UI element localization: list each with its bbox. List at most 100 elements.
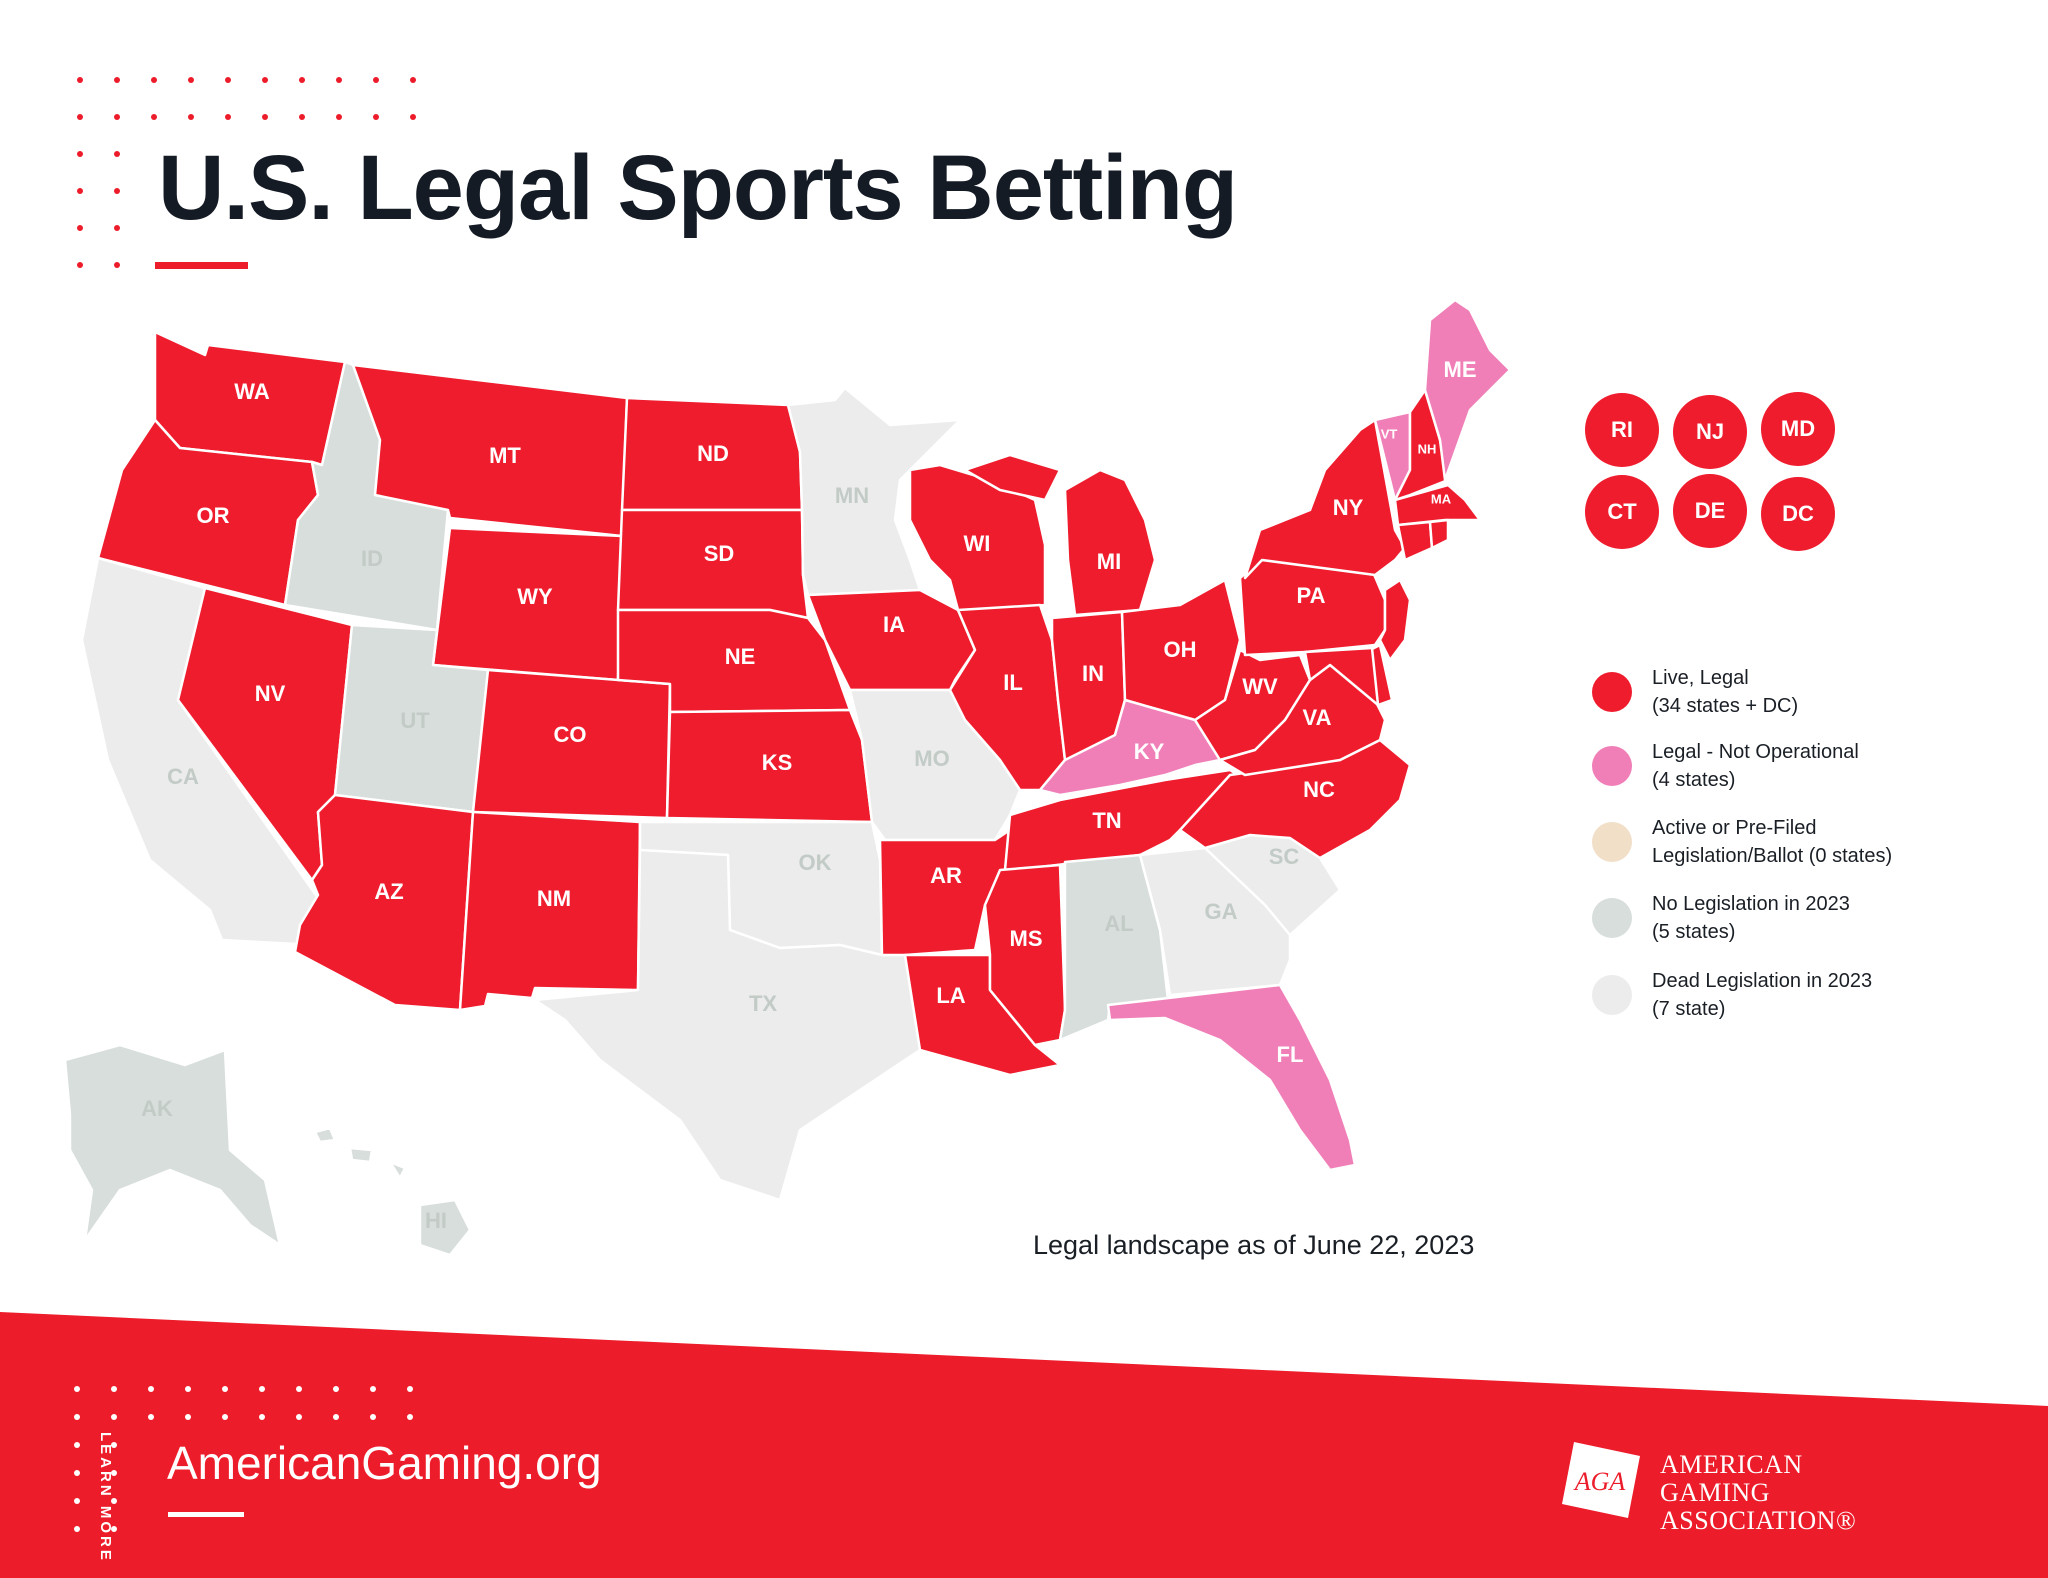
- state-label-vt: VT: [1381, 426, 1398, 441]
- state-label-or: OR: [197, 503, 230, 528]
- learn-more-label: LEARN MORE: [97, 1432, 114, 1563]
- legend-item-active-prefiled: Active or Pre-Filed Legislation/Ballot (0…: [1592, 814, 1892, 870]
- dot: [373, 114, 379, 120]
- legend-label-line1: Live, Legal: [1652, 667, 1749, 689]
- org-name-line1: AMERICAN: [1660, 1450, 1803, 1479]
- bubble-dc[interactable]: DC: [1761, 477, 1835, 551]
- state-label-in: IN: [1082, 661, 1104, 686]
- state-ny[interactable]: [1243, 418, 1407, 580]
- state-mi[interactable]: [963, 453, 1157, 617]
- dot: [222, 1386, 228, 1392]
- state-label-sd: SD: [704, 541, 735, 566]
- state-label-pa: PA: [1297, 583, 1326, 608]
- dot: [225, 77, 231, 83]
- state-label-tx: TX: [749, 991, 777, 1016]
- state-label-nh: NH: [1418, 441, 1437, 456]
- legend-label-line2: (7 state): [1652, 998, 1726, 1020]
- state-mn[interactable]: [786, 386, 962, 597]
- state-tx[interactable]: [533, 848, 922, 1202]
- title-underline: [155, 262, 248, 269]
- dot: [114, 77, 120, 83]
- legend-label-line1: Legal - Not Operational: [1652, 741, 1859, 763]
- state-label-mn: MN: [835, 483, 869, 508]
- legend-label: Dead Legislation in 2023 (7 state): [1652, 967, 1872, 1023]
- aga-logo-icon: AGA: [1562, 1442, 1640, 1518]
- state-label-ks: KS: [762, 750, 793, 775]
- state-ak[interactable]: [63, 1043, 282, 1247]
- state-nm[interactable]: [458, 810, 642, 1012]
- dot: [259, 1386, 265, 1392]
- state-label-ga: GA: [1205, 899, 1238, 924]
- dot: [296, 1386, 302, 1392]
- dot: [296, 1414, 302, 1420]
- state-nj[interactable]: [1378, 578, 1412, 662]
- legend-label: Live, Legal (34 states + DC): [1652, 664, 1798, 720]
- dot: [262, 77, 268, 83]
- state-label-ak: AK: [141, 1096, 173, 1121]
- legend-swatch: [1592, 822, 1632, 862]
- legend-item-live-legal: Live, Legal (34 states + DC): [1592, 664, 1798, 720]
- legend-label-line2: (5 states): [1652, 921, 1736, 943]
- state-label-ia: IA: [883, 612, 905, 637]
- state-label-wa: WA: [234, 379, 270, 404]
- website-link[interactable]: AmericanGaming.org: [167, 1437, 602, 1489]
- bubble-ct[interactable]: CT: [1585, 475, 1659, 549]
- dot: [114, 262, 120, 268]
- dot: [77, 114, 83, 120]
- dot: [222, 1414, 228, 1420]
- dot: [407, 1414, 413, 1420]
- legend-label: Legal - Not Operational (4 states): [1652, 738, 1859, 794]
- state-il[interactable]: [948, 603, 1067, 792]
- state-me[interactable]: [1423, 298, 1512, 482]
- state-label-sc: SC: [1269, 844, 1300, 869]
- state-ct[interactable]: [1396, 520, 1434, 562]
- state-ri[interactable]: [1428, 518, 1450, 550]
- dot: [77, 77, 83, 83]
- dot: [77, 262, 83, 268]
- dot: [114, 114, 120, 120]
- state-hi[interactable]: [313, 1126, 472, 1257]
- bubble-de[interactable]: DE: [1673, 474, 1747, 548]
- as-of-date: Legal landscape as of June 22, 2023: [1033, 1230, 1475, 1260]
- dot: [259, 1414, 265, 1420]
- org-name-line2: GAMING: [1660, 1478, 1770, 1507]
- state-label-wi: WI: [964, 531, 991, 556]
- dot: [299, 114, 305, 120]
- dot: [74, 1414, 80, 1420]
- dot: [77, 188, 83, 194]
- legend-label-line1: Dead Legislation in 2023: [1652, 970, 1873, 992]
- dot: [262, 114, 268, 120]
- dot: [373, 77, 379, 83]
- dot: [336, 114, 342, 120]
- dot: [111, 1526, 117, 1532]
- bubble-md[interactable]: MD: [1761, 392, 1835, 466]
- legend-swatch: [1592, 672, 1632, 712]
- state-fl[interactable]: [1106, 983, 1357, 1172]
- state-md[interactable]: [1303, 646, 1380, 707]
- dot: [74, 1470, 80, 1476]
- dot: [111, 1498, 117, 1504]
- dot: [74, 1526, 80, 1532]
- dot: [74, 1498, 80, 1504]
- state-label-id: ID: [361, 546, 383, 571]
- state-label-me: ME: [1444, 357, 1477, 382]
- state-label-tn: TN: [1092, 808, 1121, 833]
- state-ms[interactable]: [983, 863, 1067, 1047]
- legend-swatch: [1592, 746, 1632, 786]
- state-label-ok: OK: [799, 850, 832, 875]
- bubble-nj[interactable]: NJ: [1673, 395, 1747, 469]
- labels-layer: WA OR CA ID NV MT WY UT AZ CO NM ND SD NE KS OK TX MN IA MO…: [141, 357, 1476, 1233]
- bubble-ri[interactable]: RI: [1585, 393, 1659, 467]
- dot: [74, 1386, 80, 1392]
- legend-label-line1: Active or Pre-Filed: [1652, 817, 1817, 839]
- legend-swatch: [1592, 975, 1632, 1015]
- dot: [111, 1414, 117, 1420]
- dot: [410, 114, 416, 120]
- state-label-oh: OH: [1164, 637, 1197, 662]
- state-label-ky: KY: [1134, 739, 1165, 764]
- dot: [111, 1470, 117, 1476]
- svg-text:AGA: AGA: [1573, 1467, 1626, 1496]
- page-title: U.S. Legal Sports Betting: [158, 137, 1238, 239]
- state-label-fl: FL: [1277, 1042, 1304, 1067]
- state-label-ma: MA: [1431, 491, 1452, 506]
